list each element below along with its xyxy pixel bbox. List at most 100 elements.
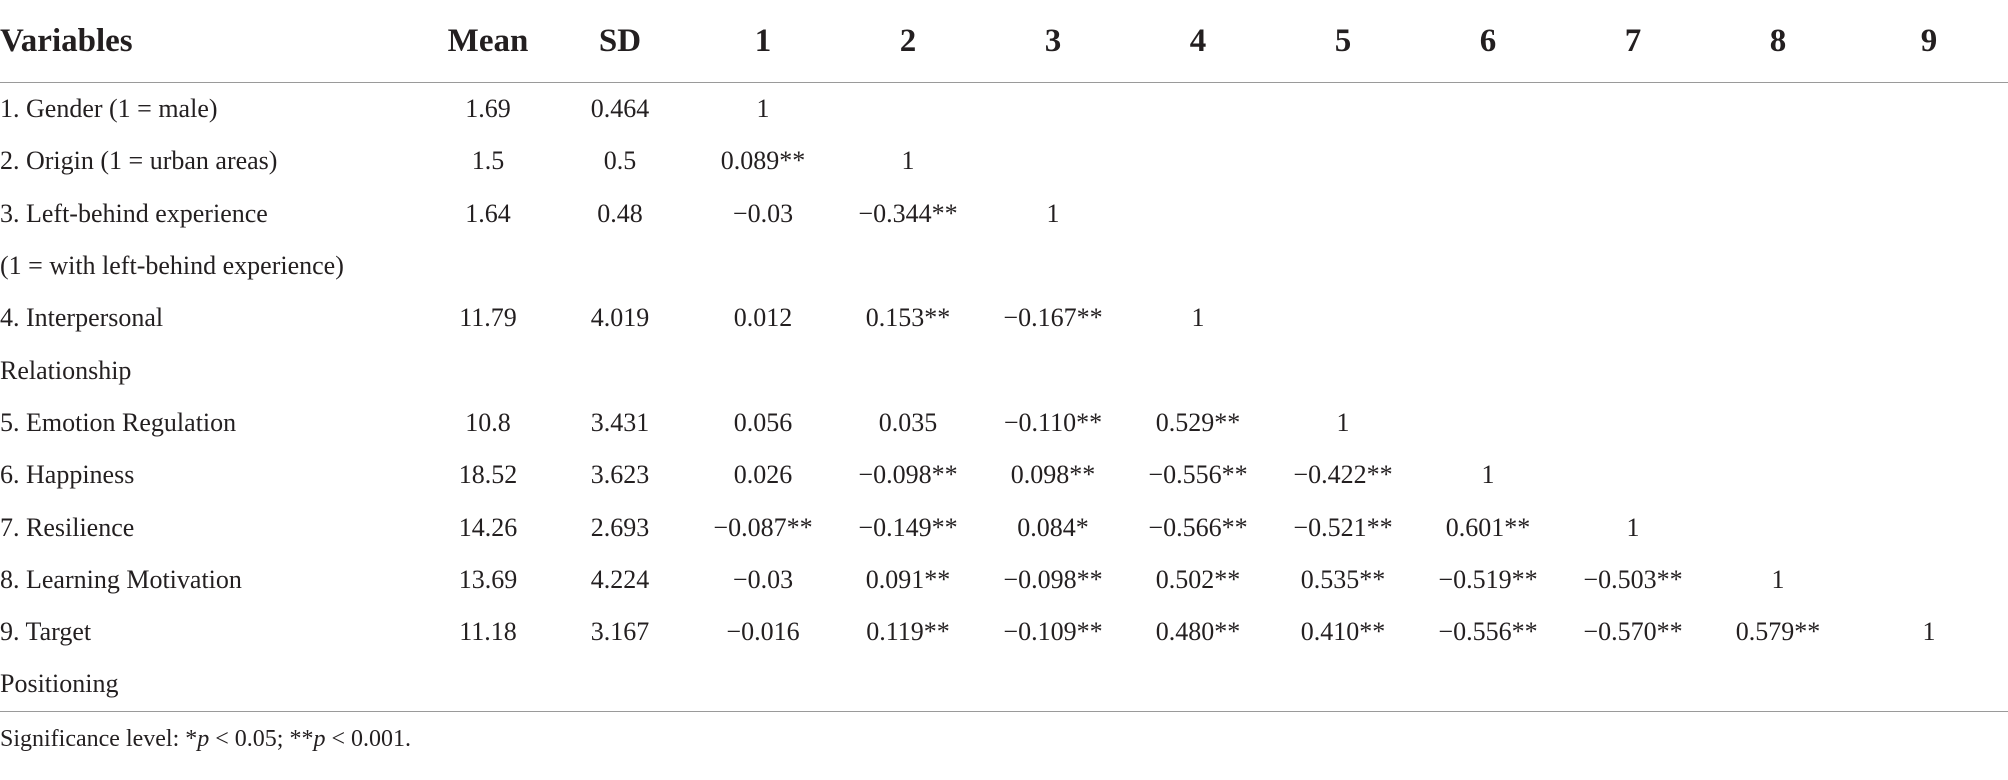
- table-cell: [1850, 344, 2008, 396]
- table-cell: [1270, 83, 1416, 136]
- table-cell: 13.69: [458, 564, 518, 594]
- table-cell: 0.579**: [1735, 617, 1821, 647]
- table-cell: −0.519**: [1438, 564, 1538, 594]
- table-cell: [426, 240, 550, 292]
- table-cell: [1706, 188, 1850, 240]
- row-label-cell: Relationship: [0, 355, 132, 385]
- table-cell: 0.026: [733, 460, 793, 490]
- table-cell: 0.529**: [1155, 407, 1241, 437]
- table-cell: [1850, 292, 2008, 344]
- table-row: 2. Origin (1 = urban areas) 1.5 0.5 0.089**…: [0, 135, 2008, 187]
- table-cell: [1416, 397, 1560, 449]
- table-cell: 11.18: [459, 617, 517, 647]
- table-cell: [1706, 83, 1850, 136]
- table-cell: −0.503**: [1583, 564, 1683, 594]
- row-label-cell: 6. Happiness: [0, 460, 135, 490]
- table-row: (1 = with left-behind experience): [0, 240, 2008, 292]
- table-cell: [980, 344, 1126, 396]
- table-cell: 0.012: [733, 303, 793, 333]
- table-cell: [1270, 344, 1416, 396]
- table-cell: −0.422**: [1293, 460, 1393, 490]
- table-cell: [1416, 83, 1560, 136]
- table-cell: −0.556**: [1438, 617, 1538, 647]
- table-cell: 0.410**: [1300, 617, 1386, 647]
- table-cell: −0.167**: [1003, 303, 1103, 333]
- header-col-9: 9: [1850, 0, 2008, 83]
- table-cell: [1416, 188, 1560, 240]
- row-label-cell: Positioning: [0, 658, 426, 712]
- table-cell: [550, 240, 690, 292]
- table-cell: [550, 658, 690, 712]
- table-cell: [1706, 240, 1850, 292]
- table-cell: [836, 83, 980, 136]
- table-cell: −0.098**: [858, 460, 958, 490]
- table-cell: 3.167: [590, 617, 650, 647]
- table-cell: [980, 658, 1126, 712]
- table-cell: [1270, 188, 1416, 240]
- table-cell: −0.110**: [1003, 407, 1103, 437]
- table-cell: [1850, 135, 2008, 187]
- table-cell: −0.566**: [1148, 512, 1248, 542]
- table-row: 4. Interpersonal 11.79 4.019 0.012 0.153** −0…: [0, 292, 2008, 344]
- table-cell: [1706, 449, 1850, 501]
- table-cell: −0.098**: [1003, 564, 1103, 594]
- table-cell: 1: [1922, 617, 1936, 647]
- table-cell: 3.431: [590, 407, 650, 437]
- table-cell: [1416, 292, 1560, 344]
- table-cell: [1270, 240, 1416, 292]
- table-cell: [1416, 344, 1560, 396]
- table-cell: 4.019: [590, 303, 650, 333]
- table-cell: [836, 240, 980, 292]
- table-cell: 0.084*: [1017, 512, 1089, 542]
- table-cell: −0.03: [732, 198, 794, 228]
- table-cell: [1850, 449, 2008, 501]
- table-cell: [1706, 397, 1850, 449]
- table-cell: 0.098**: [1010, 460, 1096, 490]
- table-cell: −0.03: [732, 564, 794, 594]
- table-cell: [1126, 658, 1270, 712]
- table-row: 9. Target 11.18 3.167 −0.016 0.119** −0.109**…: [0, 606, 2008, 658]
- table-cell: 0.502**: [1155, 564, 1241, 594]
- table-cell: [1560, 292, 1706, 344]
- header-col-2: 2: [836, 0, 980, 83]
- table-cell: [1126, 240, 1270, 292]
- table-cell: 2.693: [590, 512, 650, 542]
- table-row: Relationship: [0, 344, 2008, 396]
- table-cell: 1: [901, 146, 915, 176]
- table-cell: [426, 344, 550, 396]
- table-cell: [1850, 83, 2008, 136]
- table-row: 8. Learning Motivation 13.69 4.224 −0.03 0.0…: [0, 554, 2008, 606]
- table-cell: 10.8: [465, 407, 511, 437]
- table-cell: 1: [1046, 198, 1060, 228]
- table-cell: 0.035: [878, 407, 938, 437]
- table-cell: [1560, 344, 1706, 396]
- table-cell: 14.26: [458, 512, 518, 542]
- table-cell: 1.5: [471, 146, 505, 176]
- table-cell: 0.464: [590, 94, 650, 124]
- table-cell: [980, 240, 1126, 292]
- table-cell: [1850, 188, 2008, 240]
- table-cell: [1270, 135, 1416, 187]
- header-variables: Variables: [0, 0, 426, 83]
- table-cell: 3.623: [590, 460, 650, 490]
- table-cell: −0.344**: [858, 198, 958, 228]
- table-cell: [1850, 240, 2008, 292]
- table-cell: 1: [1336, 407, 1350, 437]
- table-cell: [1560, 658, 1706, 712]
- table-row: 5. Emotion Regulation 10.8 3.431 0.056 0.035…: [0, 397, 2008, 449]
- significance-note: Significance level: *p < 0.05; **p < 0.0…: [0, 712, 2008, 754]
- table-cell: 4.224: [590, 564, 650, 594]
- note-p1: p: [197, 725, 210, 752]
- table-cell: [1706, 292, 1850, 344]
- header-col-1: 1: [690, 0, 836, 83]
- table-cell: [690, 240, 836, 292]
- table-cell: 0.535**: [1300, 564, 1386, 594]
- table-cell: [1270, 658, 1416, 712]
- table-cell: [1850, 501, 2008, 553]
- table-cell: [980, 83, 1126, 136]
- table-row: 3. Left-behind experience 1.64 0.48 −0.03 −0…: [0, 188, 2008, 240]
- row-label-cell: 1. Gender (1 = male): [0, 94, 218, 124]
- correlation-table: Variables Mean SD 1 2 3 4 5 6 7 8 9 1. G…: [0, 0, 2008, 712]
- table-cell: [1706, 135, 1850, 187]
